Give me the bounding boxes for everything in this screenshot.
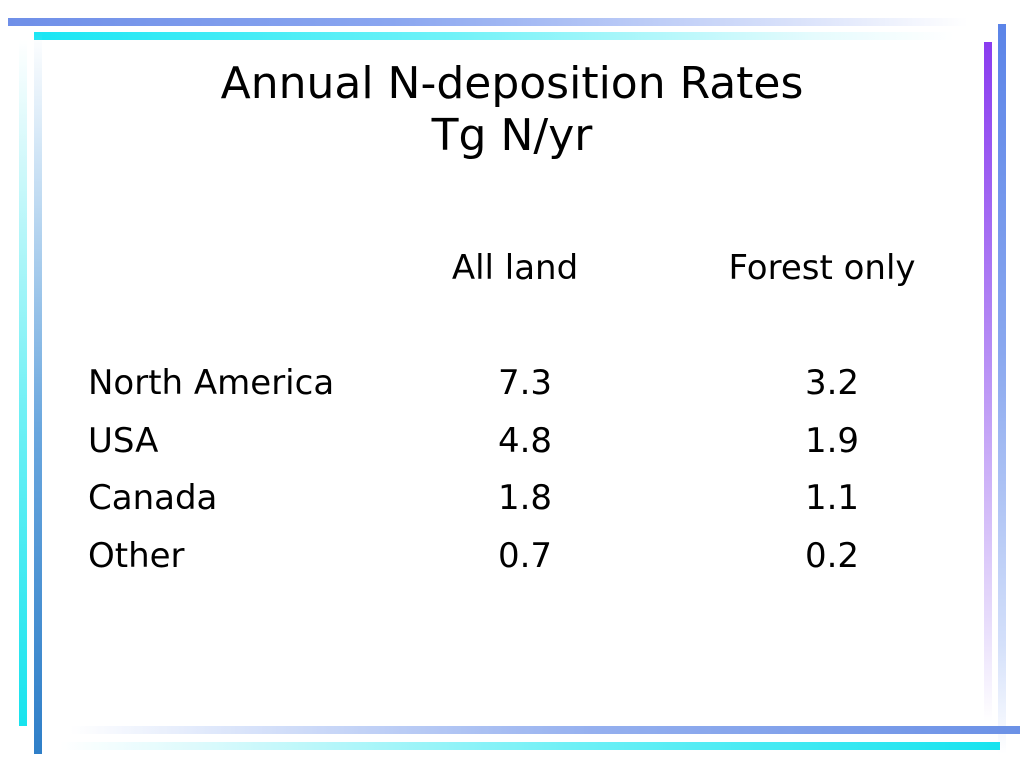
column-header-all-land: All land — [451, 248, 579, 288]
row-label-usa: USA — [88, 421, 159, 461]
title-line-1: Annual N-deposition Rates — [220, 58, 804, 109]
row-label-other: Other — [88, 536, 185, 576]
value-north-america-all-land: 7.3 — [497, 363, 553, 403]
value-usa-forest-only: 1.9 — [804, 421, 860, 461]
column-header-forest-only: Forest only — [728, 248, 916, 288]
value-other-all-land: 0.7 — [497, 536, 553, 576]
decorative-bar-left-outer — [34, 32, 42, 754]
slide-title: Annual N-deposition Rates Tg N/yr — [112, 58, 912, 162]
decorative-bar-right-outer — [998, 24, 1006, 754]
value-usa-all-land: 4.8 — [497, 421, 553, 461]
decorative-bar-bottom-outer — [70, 726, 1020, 734]
value-other-forest-only: 0.2 — [804, 536, 860, 576]
value-canada-all-land: 1.8 — [497, 478, 553, 518]
decorative-bar-top-inner — [34, 32, 954, 40]
decorative-bar-bottom-inner — [60, 742, 1000, 750]
decorative-bar-right-inner — [984, 42, 992, 722]
decorative-bar-left-inner — [19, 40, 27, 726]
decorative-bar-top-outer — [8, 18, 968, 26]
value-north-america-forest-only: 3.2 — [804, 363, 860, 403]
row-label-north-america: North America — [88, 363, 335, 403]
row-label-canada: Canada — [88, 478, 218, 518]
value-canada-forest-only: 1.1 — [804, 478, 860, 518]
title-line-2: Tg N/yr — [431, 110, 593, 161]
